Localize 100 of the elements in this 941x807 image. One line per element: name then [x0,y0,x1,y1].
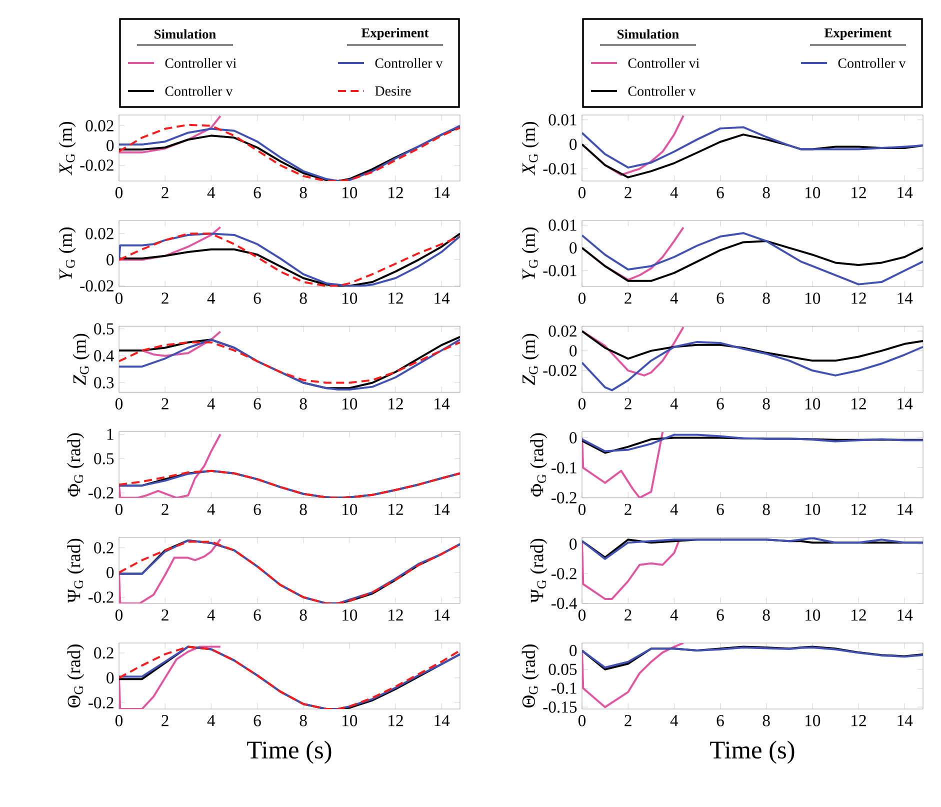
x-tick-label: 12 [388,398,403,410]
x-tick-label: 6 [716,715,724,726]
x-tick-label: 10 [806,292,820,304]
line-series [582,340,924,392]
x-tick-label: 4 [207,187,216,198]
x-tick-label: 4 [670,398,678,410]
x-tick-label: 8 [762,292,770,304]
y-tick-label: 0.4 [94,350,114,362]
y-tick-label: 0.5 [94,453,114,464]
y-tick-label: 0 [106,566,114,578]
x-tick-label: 12 [852,292,866,304]
y-tick-label: -0.01 [543,163,576,174]
x-tick-label: 12 [388,187,403,198]
x-tick-label: 14 [434,398,450,410]
x-tick-label: 14 [434,187,450,198]
x-tick-label: 6 [254,715,261,726]
x-tick-label: 4 [670,292,678,304]
legend-label: Controller v [628,86,696,96]
x-tick-label: 12 [852,715,866,726]
x-tick-label: 14 [434,292,450,304]
y-tick-label: -0.15 [543,701,577,713]
y-tick-label: -0.1 [552,462,576,474]
x-axis-title: Time (s) [247,740,332,764]
legend-label: Controller vi [628,58,700,68]
x-tick-label: 8 [762,504,770,516]
text: Simulation [618,29,679,39]
text: Experiment [824,28,892,40]
y-tick-label: -0.2 [552,492,576,504]
x-tick-label: 8 [300,187,307,198]
x-tick-label: 6 [716,187,724,198]
y-axis-title: Y$_{G}$ (m) [522,228,539,280]
x-tick-label: 8 [300,504,307,516]
x-tick-label: 6 [716,292,724,304]
x-tick-label: 8 [762,398,770,410]
line-series [119,538,222,604]
y-axis-title: Z$_{G}$ (m) [72,334,90,386]
y-tick-label: -0.02 [543,364,576,376]
x-tick-label: 10 [806,187,820,198]
x-tick-label: 0 [578,187,586,198]
x-tick-label: 0 [115,187,123,198]
x-tick-label: 10 [806,715,820,726]
y-tick-label: -0.2 [88,487,114,499]
x-tick-label: 2 [162,504,168,515]
y-axis-title: X$_{G}$ (m) [522,122,539,176]
x-tick-label: 10 [342,292,358,304]
line-series [119,114,222,154]
y-tick-label: 0 [106,672,114,684]
y-tick-label: -0.4 [552,598,578,610]
x-tick-label: 6 [254,398,261,410]
x-tick-label: 0 [578,715,586,726]
x-tick-label: 2 [162,398,168,410]
x-tick-label: 2 [162,292,168,304]
x-tick-label: 14 [434,715,450,726]
legend-label: Desire [375,86,411,96]
x-tick-label: 0 [578,609,586,621]
y-tick-label: -0.2 [552,568,576,580]
x-tick-label: 8 [300,398,307,410]
x-tick-label: 0 [115,609,123,621]
x-tick-label: 12 [388,715,403,726]
x-tick-label: 0 [578,504,586,516]
x-tick-label: 12 [852,187,866,198]
x-tick-label: 4 [670,504,678,515]
x-tick-label: 0 [115,715,123,726]
x-tick-label: 0 [115,504,123,516]
x-tick-label: 6 [716,504,724,516]
line-series [582,643,684,708]
y-tick-label: 0.2 [94,647,114,659]
y-tick-label: -0.2 [88,697,114,708]
line-series [582,134,924,178]
x-tick-label: 0 [115,398,123,410]
x-tick-label: 2 [624,609,632,620]
x-tick-label: 4 [670,715,678,726]
line-series [582,330,924,362]
line-series [582,434,924,452]
x-tick-label: 10 [342,504,358,516]
line-series [119,226,222,261]
y-axis-title: Φ$_{G}$ (rad) [67,433,84,497]
x-tick-label: 2 [162,715,168,726]
y-tick-label: 0.05 [548,664,577,676]
x-tick-label: 6 [716,398,724,410]
x-tick-label: 14 [434,609,450,620]
line-series [582,540,680,600]
x-tick-label: 4 [207,715,216,726]
x-tick-label: 10 [806,609,820,621]
x-tick-label: 4 [207,504,216,515]
x-tick-label: 2 [624,504,632,515]
x-tick-label: 2 [624,398,632,410]
y-tick-label: 0 [570,644,577,656]
x-tick-label: 12 [388,609,403,620]
y-tick-label: 0 [570,538,577,550]
y-tick-label: 0.5 [94,323,114,335]
x-tick-label: 10 [342,715,358,726]
x-tick-label: 4 [207,292,216,304]
x-tick-label: 14 [898,609,913,620]
x-axis-title: Time (s) [710,740,794,764]
y-axis-title: Y$_{G}$ (m) [58,228,76,280]
x-tick-label: 10 [806,398,820,410]
x-tick-label: 14 [898,398,913,410]
y-axis-title: Ψ$_{G}$ (rad) [530,538,548,603]
x-tick-label: 0 [578,292,586,304]
